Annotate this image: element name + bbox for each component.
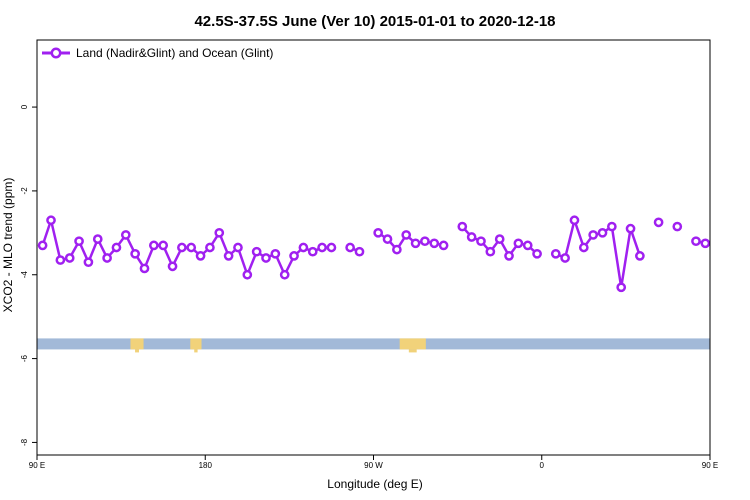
data-point — [261, 253, 271, 263]
data-point — [195, 251, 206, 261]
data-point — [616, 282, 627, 293]
data-point — [494, 234, 505, 244]
data-point — [513, 238, 524, 249]
data-point — [92, 234, 103, 244]
data-point — [597, 227, 608, 238]
data-point — [64, 253, 75, 263]
data-point — [55, 255, 66, 265]
data-point — [700, 238, 711, 249]
data-point — [317, 242, 327, 253]
legend: Land (Nadir&Glint) and Ocean (Glint) — [42, 46, 273, 60]
data-point — [550, 248, 561, 259]
surface-band — [37, 338, 710, 353]
data-point — [233, 242, 243, 253]
data-point — [635, 251, 645, 261]
land-band-segment — [194, 349, 198, 353]
data-point — [307, 246, 318, 257]
ocean-band — [37, 338, 710, 350]
data-point — [485, 246, 496, 257]
data-point — [569, 215, 580, 226]
data-point — [476, 236, 486, 247]
data-point — [83, 257, 94, 268]
data-point — [167, 261, 178, 272]
land-band-segment — [399, 338, 426, 350]
data-point — [205, 242, 215, 253]
data-point — [37, 240, 48, 251]
data-point — [74, 236, 84, 247]
data-point — [373, 227, 384, 238]
land-band-segment — [190, 338, 202, 350]
x-tick-label: 90 W — [364, 461, 383, 470]
y-tick-label: -4 — [20, 271, 29, 279]
data-point — [578, 242, 589, 253]
data-point — [457, 221, 468, 232]
data-point — [438, 240, 449, 251]
data-point — [522, 240, 533, 251]
data-point — [410, 238, 421, 249]
legend-label: Land (Nadir&Glint) and Ocean (Glint) — [76, 46, 273, 60]
x-tick-label: 0 — [540, 461, 545, 470]
land-band-segment — [135, 349, 139, 353]
x-tick-label: 180 — [199, 461, 213, 470]
series — [37, 215, 711, 293]
x-tick-label: 90 E — [29, 461, 45, 470]
data-point — [588, 230, 599, 240]
x-tick-label: 90 E — [702, 461, 718, 470]
chart-title: 42.5S-37.5S June (Ver 10) 2015-01-01 to … — [194, 13, 555, 30]
data-point — [672, 221, 683, 232]
data-point — [120, 230, 131, 240]
data-point — [466, 232, 477, 242]
y-tick-label: -8 — [20, 438, 29, 446]
data-point — [130, 248, 140, 259]
y-tick-label: 0 — [20, 104, 29, 109]
data-point — [532, 248, 542, 259]
data-point — [177, 242, 187, 253]
land-band-segment — [130, 338, 144, 350]
data-point — [691, 236, 701, 247]
y-tick-label: -2 — [20, 187, 29, 195]
land-band-segment — [408, 349, 417, 353]
data-point — [158, 240, 169, 251]
data-point — [289, 251, 299, 261]
data-point — [607, 221, 617, 232]
data-point — [298, 242, 309, 253]
data-point — [326, 242, 337, 253]
data-point — [653, 217, 664, 228]
y-axis-label: XCO2 - MLO trend (ppm) — [1, 178, 15, 313]
data-point — [504, 251, 514, 261]
data-point — [111, 242, 122, 253]
data-point — [223, 251, 234, 261]
data-point — [345, 242, 355, 253]
data-point — [46, 215, 56, 226]
data-point — [270, 248, 281, 259]
data-point — [214, 227, 225, 238]
x-axis-label: Longitude (deg E) — [327, 477, 422, 491]
data-point — [560, 253, 570, 263]
data-point — [186, 242, 197, 253]
data-point — [354, 246, 365, 257]
data-point — [251, 246, 262, 257]
data-point — [420, 236, 430, 247]
data-point — [279, 269, 290, 280]
y-tick-label: -6 — [20, 354, 29, 362]
data-point — [429, 238, 440, 249]
data-point — [392, 244, 402, 255]
data-point — [401, 230, 412, 240]
axis-ticks: 0 -2 -4 -6 -8 90 E 180 90 W 0 90 E — [20, 104, 718, 470]
data-point — [382, 234, 393, 244]
data-point — [102, 253, 112, 263]
data-point — [242, 269, 253, 280]
data-point — [625, 223, 636, 234]
plot-frame — [36, 39, 711, 456]
legend-marker — [50, 47, 62, 59]
data-point — [148, 240, 159, 251]
data-point — [139, 263, 150, 274]
